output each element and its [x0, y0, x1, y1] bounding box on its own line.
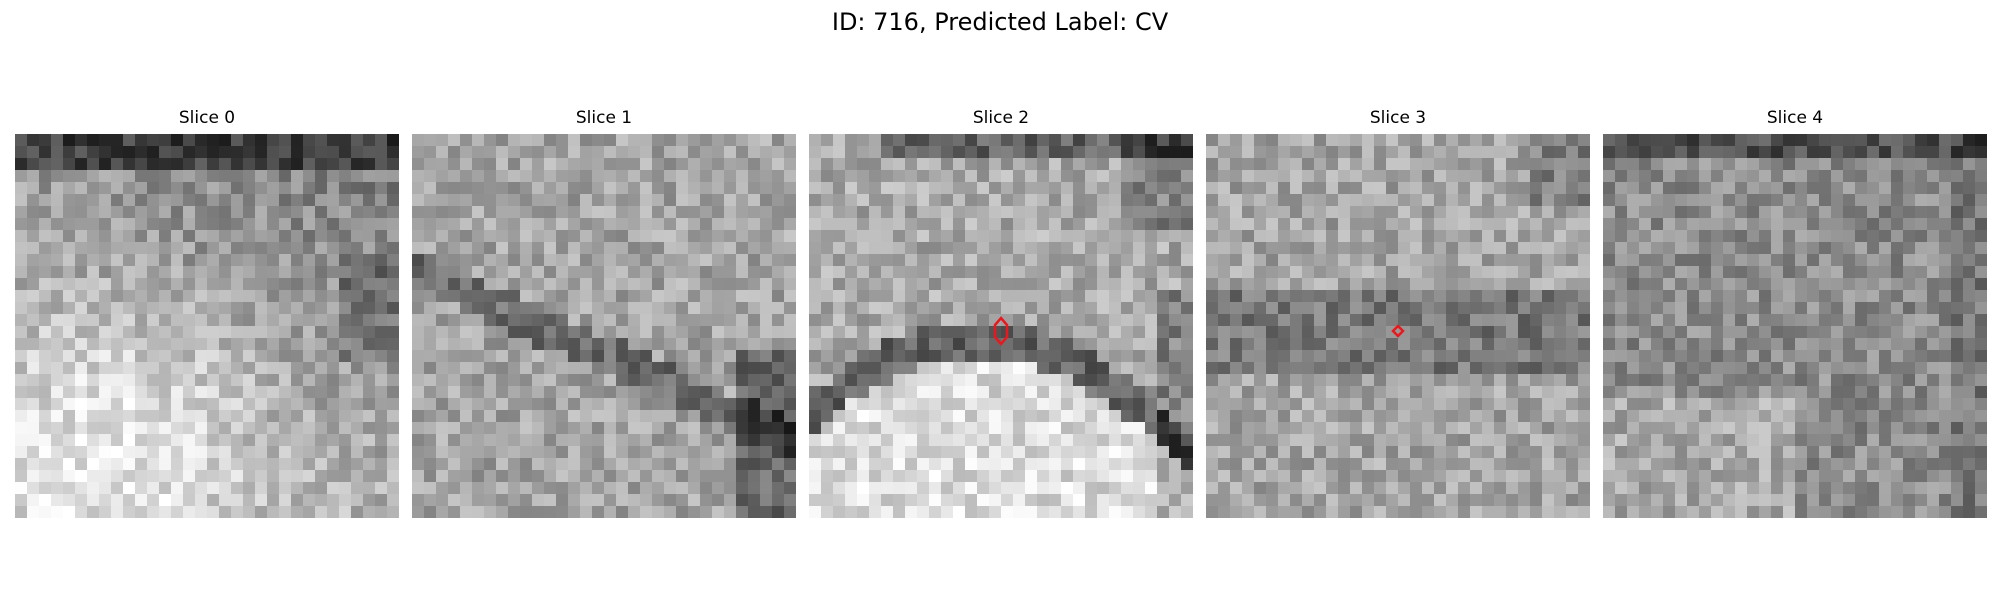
roi-diamond-marker — [1391, 324, 1405, 338]
slice-title-2: Slice 2 — [972, 108, 1030, 128]
slice-title-1: Slice 1 — [575, 108, 633, 128]
slice-image-4 — [1603, 134, 1987, 518]
roi-hexagon-marker — [993, 316, 1009, 346]
figure-title: ID: 716, Predicted Label: CV — [831, 8, 1169, 36]
slice-image-1 — [412, 134, 796, 518]
slice-title-0: Slice 0 — [178, 108, 236, 128]
slice-title-3: Slice 3 — [1369, 108, 1427, 128]
slice-image-2 — [809, 134, 1193, 518]
slice-image-3 — [1206, 134, 1590, 518]
slice-image-0 — [15, 134, 399, 518]
slice-title-4: Slice 4 — [1766, 108, 1824, 128]
